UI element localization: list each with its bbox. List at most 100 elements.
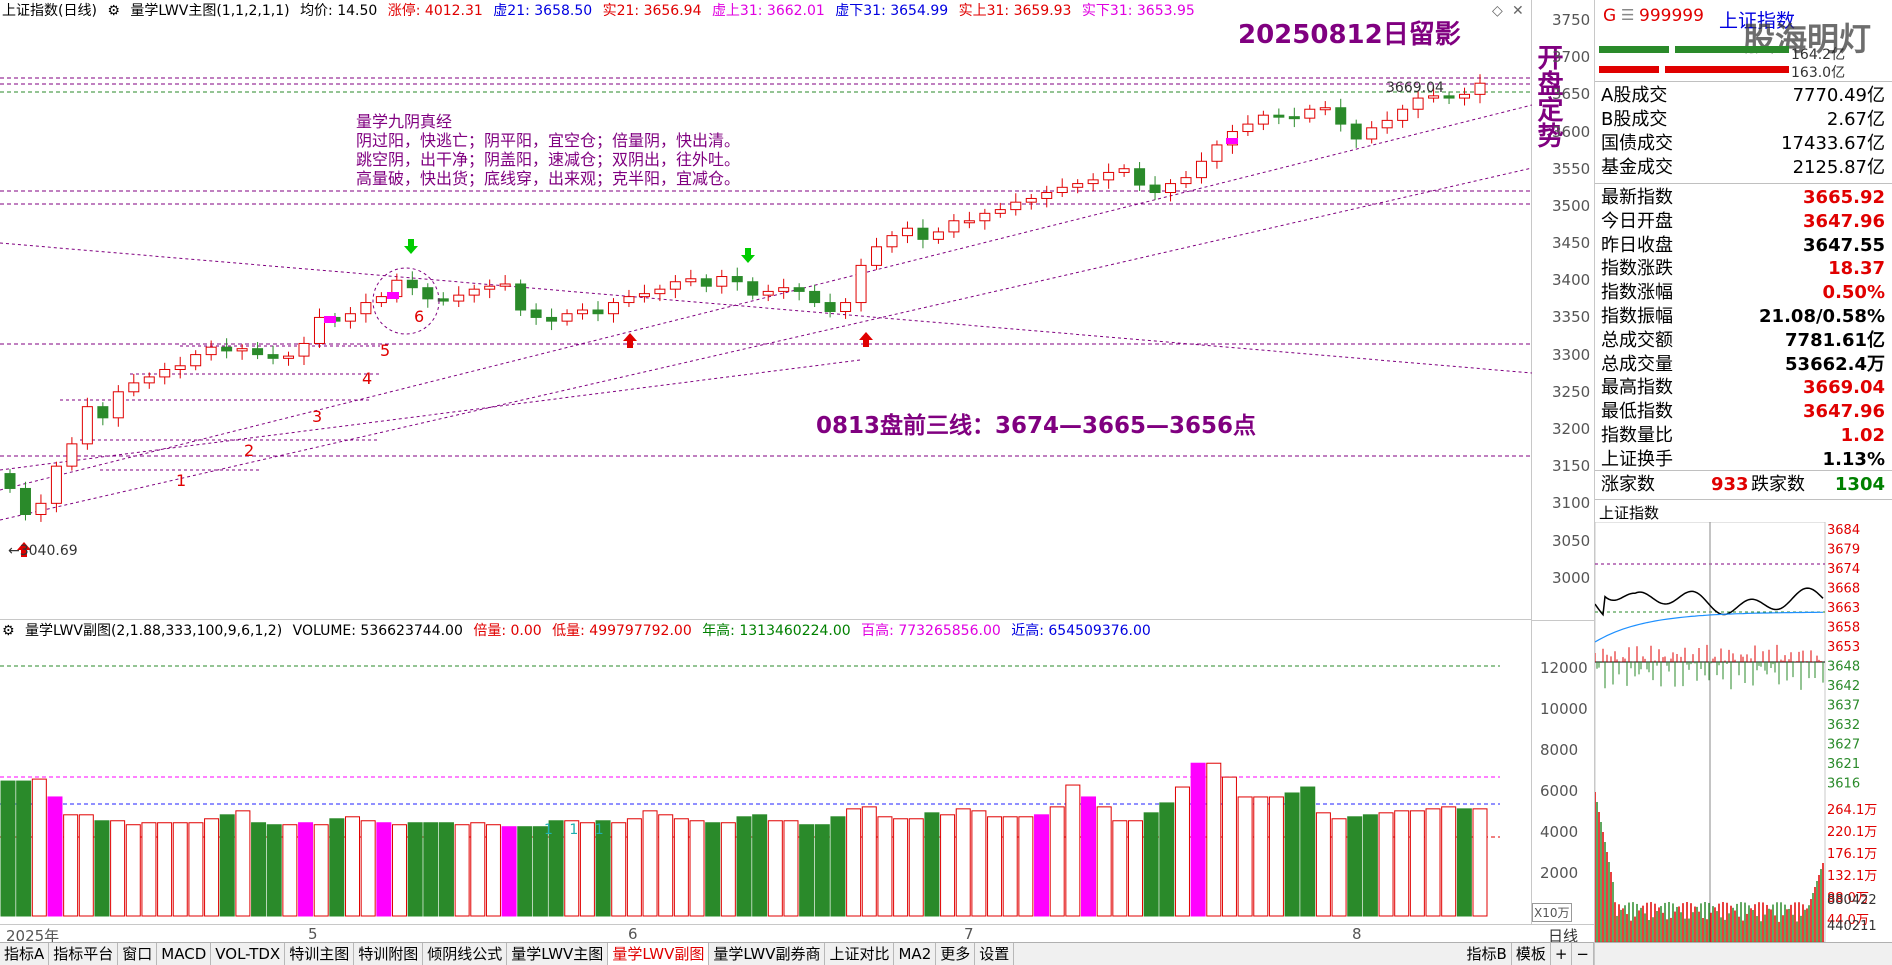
indicator-tab[interactable]: 量学LWV副券商 (709, 943, 826, 965)
time-tick-label: 6 (628, 925, 638, 943)
index-value: 3665.92 (1803, 187, 1885, 208)
close-icon[interactable]: ✕ (1512, 3, 1524, 19)
stock-name: 上证指数 (1719, 10, 1796, 32)
volume-bar (532, 826, 548, 917)
intraday-volume-tick: 264.1万 (1827, 803, 1877, 818)
indicator-tab[interactable]: 倾阴线公式 (423, 943, 508, 965)
indicator-tab[interactable]: 特训附图 (354, 943, 424, 965)
intraday-avg-line (1595, 611, 1823, 643)
turnover-label: B股成交 (1601, 109, 1668, 130)
indicator-tab[interactable]: 指标A (0, 943, 50, 965)
index-row: 指数振幅 21.08/0.58% (1595, 305, 1892, 329)
candle-body (50, 465, 62, 504)
volume-chart-panel[interactable]: ⚙ 量学LWV副图(2,1.88,333,100,9,6,1,2) VOLUME… (0, 620, 1532, 924)
volume-bar (830, 816, 846, 917)
volume-bar (282, 824, 298, 917)
down-count-label: 跌家数 (1751, 474, 1805, 495)
volume-bar (971, 810, 987, 917)
indicator-tab[interactable]: 量学LWV主图 (507, 943, 609, 965)
volume-bar (1143, 812, 1159, 917)
tab-bar-control[interactable]: + (1551, 943, 1573, 965)
turnover-label: 国债成交 (1601, 133, 1673, 154)
intraday-volume-tick: 132.1万 (1827, 869, 1877, 884)
indicator-tab[interactable]: MA2 (894, 943, 937, 965)
candle-body (1242, 123, 1254, 133)
candle-body (1381, 119, 1393, 129)
volume-bar (767, 820, 783, 917)
volume-bar (1347, 816, 1363, 917)
poem-line: 跳空阴，出干净；阴盖阳，速减仓；双阴出，往外吐。 (356, 150, 741, 169)
intraday-chart[interactable]: 3684 3679 3674 3668 3663 3658 3653 3648 3642 3637… (1595, 522, 1892, 942)
volume-bar (736, 816, 752, 917)
tab-bar-control[interactable]: 模板 (1512, 943, 1551, 965)
volume-bar (1112, 820, 1128, 917)
indicator-tab[interactable]: MACD (157, 943, 212, 965)
intraday-volume-tick2: 440211 (1827, 919, 1877, 934)
y-tick-label: 3500 (1552, 196, 1591, 215)
candle-body (840, 302, 852, 312)
index-row: 指数涨幅 0.50% (1595, 281, 1892, 305)
intraday-tick-label: 3663 (1827, 601, 1860, 616)
indicator-tab[interactable]: 设置 (975, 943, 1015, 965)
menu-icon[interactable]: ☰ (1621, 6, 1635, 24)
candle-body (592, 309, 604, 315)
indicator-gear-icon[interactable]: ⚙ (107, 3, 120, 19)
y-tick-label: 3650 (1552, 85, 1591, 104)
volume-bar (63, 814, 79, 917)
index-row: 上证换手 1.13% (1595, 448, 1892, 472)
time-axis: 2025年 5 6 7 8 (0, 924, 1532, 945)
tab-bar-control[interactable]: − (1572, 943, 1594, 965)
volume-bar (172, 822, 188, 917)
volume-bar (454, 824, 470, 917)
candle-body (4, 473, 16, 489)
candle-body (577, 309, 589, 315)
candle-body (979, 212, 991, 222)
sub-indicator-name[interactable]: 量学LWV副图(2,1.88,333,100,9,6,1,2) (25, 623, 283, 639)
main-chart-panel[interactable]: 上证指数(日线) ⚙ 量学LWV主图(1,1,2,1,1) 均价: 14.50 … (0, 0, 1563, 620)
buy-strength-value: 164.2亿 (1791, 47, 1846, 63)
wave-marker: 6 (414, 307, 424, 326)
candle-body (561, 313, 573, 322)
indicator-tab[interactable]: 指标平台 (49, 943, 119, 965)
volume-bar-chart (0, 665, 1500, 917)
turnover-label: A股成交 (1601, 85, 1668, 106)
candle-body (1118, 168, 1130, 173)
wave-marker: 1 (176, 471, 186, 490)
intraday-price-line (1595, 587, 1824, 617)
period-label[interactable]: 日线 (1532, 924, 1594, 945)
wave-marker: 5 (380, 341, 390, 360)
intraday-tick-label: 3674 (1827, 562, 1860, 577)
candle-body (1428, 95, 1440, 99)
indicator-tab[interactable]: 上证对比 (825, 943, 895, 965)
buy-arrow-icon (741, 248, 755, 263)
volume-bar (219, 814, 235, 917)
candle-body (422, 287, 434, 300)
volume-bar (251, 822, 267, 917)
indicator-tab[interactable]: 窗口 (118, 943, 158, 965)
volume-bar (1190, 762, 1206, 917)
volume-bar (266, 824, 282, 917)
candle-body (932, 231, 944, 240)
indicator-tab[interactable]: 特训主图 (285, 943, 355, 965)
diamond-icon[interactable]: ◇ (1492, 3, 1503, 19)
indicator-tab[interactable]: 量学LWV副图 (608, 943, 710, 965)
index-value: 0.50% (1822, 282, 1885, 304)
volume-bar (376, 822, 392, 917)
candle-body (313, 316, 325, 344)
sub-gear-icon[interactable]: ⚙ (2, 623, 15, 639)
candle-body (1304, 108, 1316, 119)
time-tick-label: 5 (308, 925, 318, 943)
buy-arrow-icon (404, 239, 418, 254)
tab-bar-control[interactable]: 指标B (1463, 943, 1512, 965)
indicator-tab[interactable]: VOL-TDX (211, 943, 286, 965)
volume-bar (1394, 810, 1410, 917)
volume-bar (1174, 786, 1190, 917)
volume-bar (1065, 784, 1081, 917)
candle-body (901, 227, 913, 237)
indicator-tab[interactable]: 更多 (936, 943, 976, 965)
y-tick-label: 3450 (1552, 234, 1591, 253)
volume-bar (31, 778, 47, 917)
main-indicator-name[interactable]: 量学LWV主图(1,1,2,1,1) (130, 3, 290, 19)
candle-body (484, 285, 496, 290)
index-label: 最低指数 (1601, 401, 1673, 423)
